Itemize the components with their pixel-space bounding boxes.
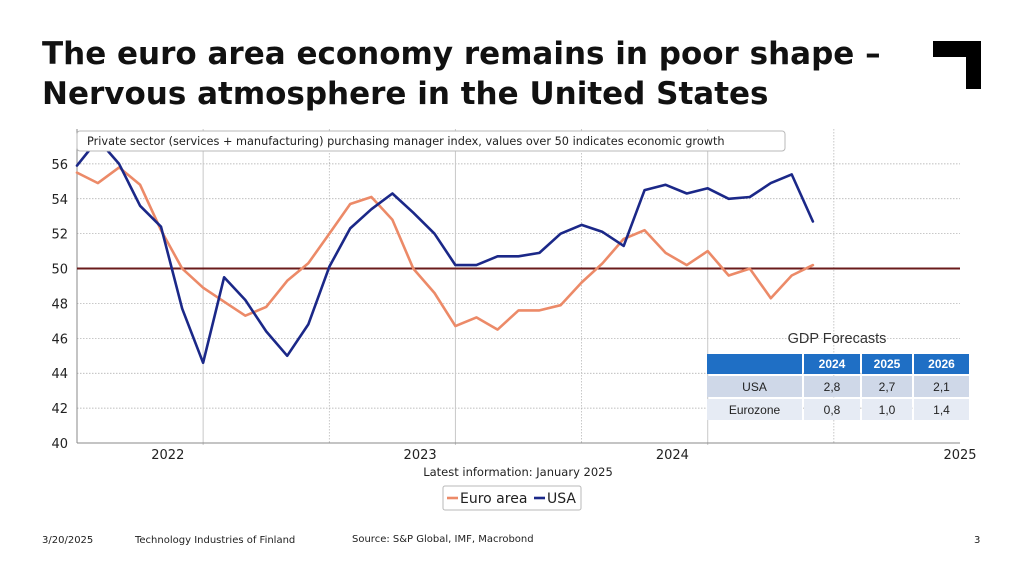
y-tick-label: 54 <box>51 193 68 208</box>
gdp-forecast-table: 2024 2025 2026 USA 2,8 2,7 2,1 Eurozone … <box>705 352 971 422</box>
x-tick-label: 2024 <box>656 448 689 463</box>
x-tick-label: 2022 <box>151 448 184 463</box>
legend-frame <box>442 485 582 511</box>
logo-bar-right <box>966 41 981 89</box>
gdp-cell-value: 2,7 <box>862 376 912 397</box>
gdp-cell-value: 2,8 <box>804 376 860 397</box>
y-tick-label: 56 <box>51 158 68 173</box>
legend-label: USA <box>547 491 576 507</box>
y-tick-label: 40 <box>51 437 68 452</box>
chart-legend: Euro area USA <box>442 485 582 511</box>
gdp-row-usa: USA 2,8 2,7 2,1 <box>707 376 969 397</box>
x-axis-labels: 2022 2023 2024 2025 <box>151 448 976 463</box>
chart-title: Private sector (services + manufacturing… <box>87 135 725 148</box>
y-tick-label: 42 <box>51 402 68 417</box>
company-logo <box>933 41 981 89</box>
y-tick-label: 44 <box>51 367 68 382</box>
legend-label: Euro area <box>460 491 527 507</box>
footer-organization: Technology Industries of Finland <box>135 535 296 546</box>
gdp-cell-value: 0,8 <box>804 399 860 420</box>
y-tick-label: 46 <box>51 332 68 347</box>
gdp-header-blank <box>707 354 802 374</box>
chart-axes <box>76 129 960 444</box>
y-tick-label: 48 <box>51 297 68 312</box>
gdp-header-row: 2024 2025 2026 <box>707 354 969 374</box>
title-line-1: The euro area economy remains in poor sh… <box>42 36 881 72</box>
chart-subtitle-frame <box>76 130 786 152</box>
footer-page-number: 3 <box>974 535 981 546</box>
page-title: The euro area economy remains in poor sh… <box>42 34 902 114</box>
series-line-usa <box>75 138 815 365</box>
gdp-forecasts-title: GDP Forecasts <box>787 331 887 347</box>
series-line-euro-area <box>75 166 815 331</box>
gdp-header-2025: 2025 <box>862 354 912 374</box>
x-tick-label: 2025 <box>943 448 976 463</box>
x-axis-title: Latest information: January 2025 <box>423 465 613 479</box>
title-line-2: Nervous atmosphere in the United States <box>42 76 769 112</box>
footer-date: 3/20/2025 <box>42 535 94 546</box>
gdp-header-2026: 2026 <box>914 354 969 374</box>
y-axis-labels: 40 42 44 46 48 50 52 54 56 <box>51 158 68 452</box>
chart-series <box>75 138 815 365</box>
gdp-cell-value: 2,1 <box>914 376 969 397</box>
gdp-cell-value: 1,4 <box>914 399 969 420</box>
gdp-cell-country: Eurozone <box>707 399 802 420</box>
gdp-header-2024: 2024 <box>804 354 860 374</box>
footer-source: Source: S&P Global, IMF, Macrobond <box>352 534 534 545</box>
y-tick-label: 52 <box>51 228 68 243</box>
x-tick-label: 2023 <box>404 448 437 463</box>
gdp-cell-value: 1,0 <box>862 399 912 420</box>
gdp-row-eurozone: Eurozone 0,8 1,0 1,4 <box>707 399 969 420</box>
gdp-cell-country: USA <box>707 376 802 397</box>
chart-subtitle-box: Private sector (services + manufacturing… <box>76 130 786 152</box>
y-tick-label: 50 <box>51 263 68 278</box>
